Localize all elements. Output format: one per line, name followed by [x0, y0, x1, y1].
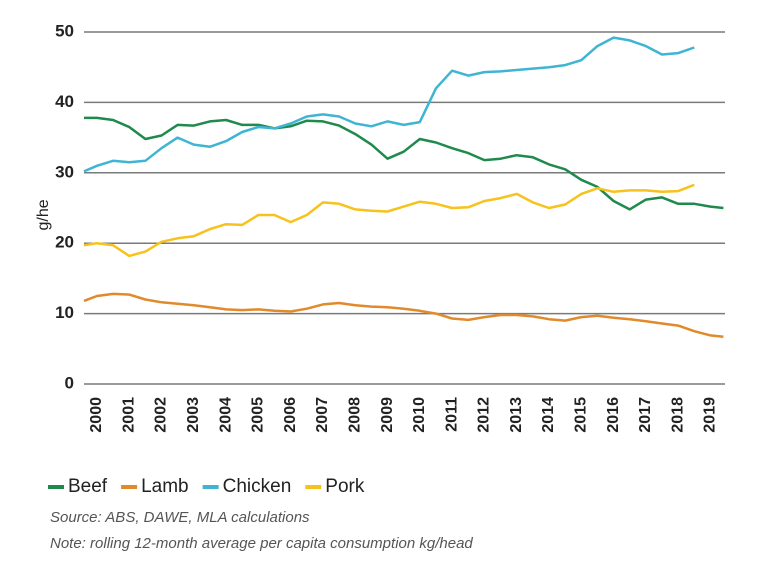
- x-tick-label: 2017: [637, 397, 654, 433]
- y-tick-label: 50: [55, 21, 74, 40]
- y-axis-label: kg/head: [35, 182, 52, 239]
- legend-label: Chicken: [223, 476, 292, 497]
- y-tick-label: 30: [55, 162, 74, 181]
- x-tick-label: 2008: [346, 397, 363, 433]
- x-tick-label: 2001: [120, 397, 137, 433]
- series-line: [83, 183, 695, 258]
- legend-label: Pork: [325, 476, 365, 497]
- x-tick-label: 2004: [217, 397, 234, 433]
- y-tick-label: 10: [55, 303, 74, 322]
- series-line: [84, 116, 724, 211]
- y-tick-label: 20: [55, 233, 74, 252]
- x-tick-label: 2016: [605, 397, 622, 433]
- x-tick-label: 2002: [153, 397, 170, 433]
- x-tick-label: 2011: [443, 397, 460, 432]
- x-tick-label: 2006: [282, 397, 299, 433]
- series-line: [83, 36, 695, 173]
- x-tick-label: 2019: [702, 397, 719, 433]
- legend-label: Beef: [68, 476, 108, 497]
- x-tick-label: 2007: [314, 397, 331, 433]
- x-tick-label: 2009: [379, 397, 396, 433]
- y-tick-label: 40: [55, 92, 74, 111]
- x-tick-label: 2013: [508, 397, 525, 433]
- x-tick-label: 2018: [669, 397, 686, 433]
- x-tick-label: 2005: [250, 397, 267, 433]
- legend-label: Lamb: [141, 476, 189, 497]
- y-tick-label: 0: [65, 373, 74, 392]
- x-tick-label: 2015: [573, 397, 590, 433]
- x-tick-label: 2014: [540, 397, 557, 433]
- x-tick-label: 2010: [411, 397, 428, 433]
- series-line: [83, 292, 724, 339]
- footnote: Note: rolling 12-month average per capit…: [50, 535, 473, 552]
- x-tick-label: 2012: [476, 397, 493, 433]
- source-note: Source: ABS, DAWE, MLA calculations: [50, 509, 310, 526]
- x-tick-label: 2000: [88, 397, 105, 433]
- x-tick-label: 2003: [185, 397, 202, 433]
